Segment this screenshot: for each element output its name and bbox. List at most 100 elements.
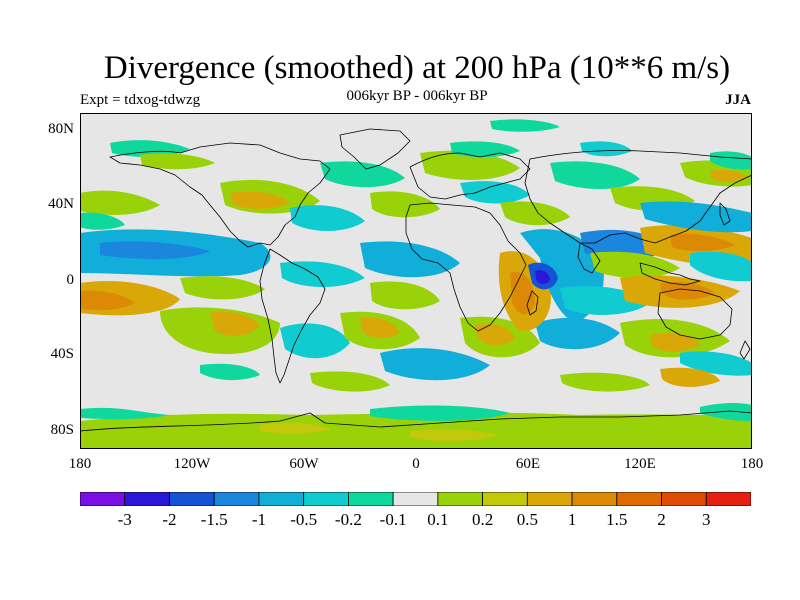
- field-cyan: [535, 317, 620, 350]
- coastline-india: [577, 242, 601, 274]
- colorbar-tick-label: 0.1: [427, 510, 449, 529]
- field-darkorange: [670, 233, 735, 252]
- colorbar-swatch: [169, 492, 215, 506]
- field-lightgreen: [370, 281, 440, 310]
- colorbar-tick-label: 0.2: [471, 510, 494, 529]
- x-tick-label: 60W: [289, 456, 319, 472]
- field-green: [700, 403, 752, 421]
- field-cyan: [380, 348, 490, 381]
- y-tick-label: 40N: [48, 196, 74, 212]
- coastline-europe: [409, 152, 531, 200]
- chart-subtitle: 006kyr BP - 006kyr BP: [346, 88, 488, 104]
- colorbar-tick-label: 3: [702, 510, 711, 529]
- colorbar-swatch: [213, 492, 260, 506]
- field-blue: [100, 241, 210, 260]
- colorbar-swatch: [124, 492, 170, 506]
- colorbar-swatch: [392, 492, 439, 506]
- colorbar-tick-label: -1: [251, 510, 266, 529]
- coastline-greenland: [339, 128, 411, 170]
- colorbar-tick-label: 0.5: [516, 510, 538, 529]
- field-cyan: [580, 141, 632, 157]
- field-green: [370, 405, 510, 421]
- field-orange: [650, 332, 700, 352]
- coastline-asia: [524, 150, 752, 244]
- field-lightgreen: [180, 276, 265, 300]
- x-tick-label: 180: [740, 456, 764, 472]
- field-lightgreen: [310, 371, 390, 392]
- coastline-south-america: [259, 248, 326, 384]
- coastline-indonesia: [639, 262, 701, 286]
- colorbar-swatch: [482, 492, 528, 506]
- colorbar-swatch: [571, 492, 618, 506]
- coastline-australia: [657, 288, 733, 340]
- colorbar-tick-label: -3: [117, 510, 132, 529]
- y-tick-label: 80S: [50, 422, 74, 438]
- x-tick-label: 180: [68, 456, 92, 472]
- season-label: JJA: [725, 92, 751, 108]
- field-lightgreen: [500, 201, 570, 226]
- colorbar-swatch: [80, 492, 126, 506]
- experiment-label: Expt = tdxog-tdwzg: [80, 92, 201, 108]
- y-tick-label: 0: [66, 272, 75, 288]
- field-green: [320, 161, 405, 188]
- colorbar-tick-label: 1.5: [606, 510, 628, 529]
- field-darkorange: [510, 272, 535, 315]
- colorbar-tick-label: -0.5: [290, 510, 318, 529]
- colorbar-tick-label: -0.1: [379, 510, 407, 529]
- colorbar-tick-label: 1: [567, 510, 577, 529]
- colorbar-tick-label: -1.5: [200, 510, 228, 529]
- colorbar-tick-label: -0.2: [334, 510, 362, 529]
- field-orange: [230, 191, 290, 209]
- field-green: [710, 151, 752, 170]
- field-darkorange: [660, 281, 715, 300]
- field-orange: [475, 323, 515, 346]
- field-orange: [660, 367, 720, 387]
- coastline-madagascar: [526, 290, 539, 316]
- x-tick-label: 60E: [515, 456, 541, 472]
- colorbar-swatch: [705, 492, 751, 506]
- field-green: [450, 141, 520, 158]
- coastlines: [80, 128, 752, 432]
- coastline-north-america: [109, 142, 331, 248]
- x-tick-label: 120W: [173, 456, 211, 472]
- chart-title: Divergence (smoothed) at 200 hPa (10**6 …: [103, 50, 731, 86]
- field-cyan: [290, 205, 365, 231]
- coastline-africa: [405, 202, 527, 332]
- colorbar-tick-label: 2: [657, 510, 666, 529]
- field-lightgreen: [590, 251, 680, 279]
- colorbar: [80, 492, 751, 506]
- colorbar-swatch: [347, 492, 394, 506]
- colorbar-swatch: [258, 492, 305, 506]
- field-cyan: [360, 241, 460, 278]
- field-green: [490, 119, 560, 132]
- field-lightgreen: [370, 191, 440, 218]
- field-lightgreen: [80, 190, 160, 215]
- field-cyan: [690, 251, 752, 282]
- x-tick-label: 0: [412, 456, 420, 472]
- divergence-map: [80, 113, 752, 449]
- y-tick-label: 80N: [48, 121, 74, 137]
- field-orange: [210, 311, 260, 336]
- field-green: [80, 212, 125, 230]
- field-lightgreen: [140, 153, 215, 170]
- colorbar-swatch: [526, 492, 573, 506]
- x-tick-label: 120E: [624, 456, 656, 472]
- field-lightgreen: [560, 372, 650, 392]
- field-green: [110, 140, 190, 158]
- field-lightgreen: [420, 150, 520, 180]
- coastline-japan: [719, 202, 731, 226]
- field-cyan: [280, 323, 350, 359]
- field-darkorange: [80, 290, 135, 311]
- colorbar-swatch: [437, 492, 483, 506]
- coastline-new-zealand: [739, 340, 751, 360]
- y-tick-label: 40S: [50, 346, 74, 362]
- colorbar-swatch: [303, 492, 349, 506]
- field-orange: [710, 169, 748, 182]
- field-green: [200, 363, 260, 381]
- field-green: [550, 161, 640, 189]
- field-yellow: [260, 422, 330, 434]
- field-darkblue: [535, 270, 550, 285]
- field-yellow: [410, 429, 500, 442]
- colorbar-swatch: [616, 492, 662, 506]
- colorbar-tick-label: -2: [162, 510, 177, 529]
